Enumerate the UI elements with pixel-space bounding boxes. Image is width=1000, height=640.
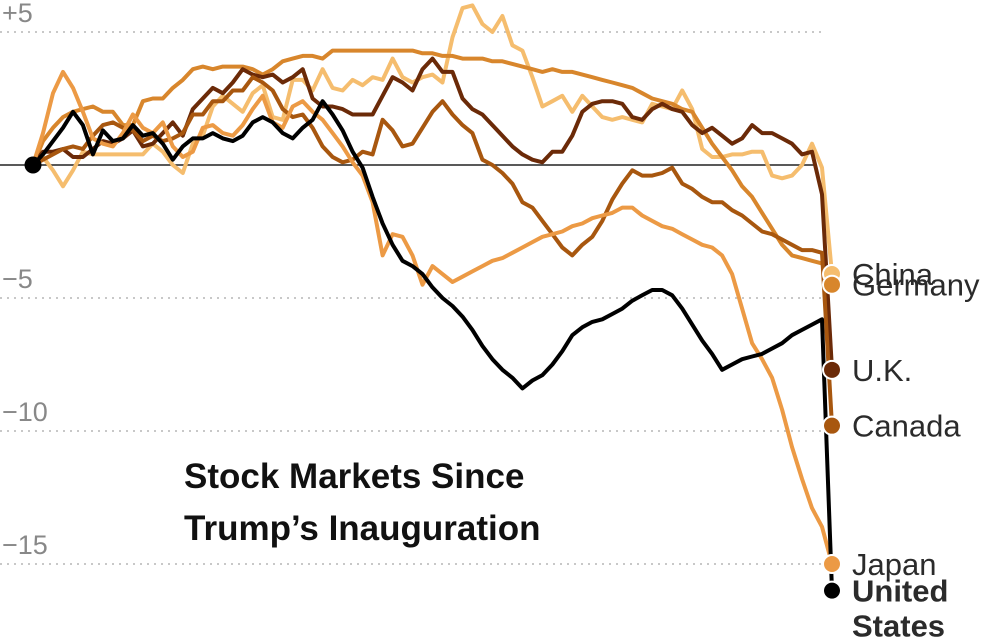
end-dot-united-states — [822, 580, 842, 601]
y-tick-label: +5 — [2, 0, 33, 28]
series-label-germany: Germany — [852, 268, 980, 303]
end-dot-germany — [822, 274, 842, 295]
series-line-united-states — [31, 99, 834, 593]
end-dot-canada — [822, 415, 842, 436]
chart-title-line: Stock Markets Since — [184, 457, 524, 496]
chart-title-line: Trump’s Inauguration — [184, 509, 541, 548]
series-label-united-states: States — [852, 609, 945, 640]
y-tick-label: −15 — [2, 530, 48, 560]
series-end-dots — [24, 156, 842, 601]
series-label-united-states: United — [852, 574, 948, 609]
series-label-canada: Canada — [852, 409, 961, 444]
gridlines — [0, 31, 822, 565]
series-line-germany — [31, 48, 834, 287]
series-line-japan — [31, 69, 834, 566]
series-label-japan: Japan — [852, 547, 936, 582]
series-label-u-k: U.K. — [852, 353, 912, 388]
series-line-china — [31, 3, 834, 277]
series-label-china: China — [852, 257, 934, 292]
end-dot-u-k — [822, 359, 842, 380]
y-axis-tick-labels: +5 −5 −10 −15 — [2, 0, 48, 560]
chart-title: Stock Markets Since Trump’s Inauguration — [184, 457, 541, 548]
series-line-canada — [31, 75, 834, 428]
series-lines — [31, 3, 834, 593]
y-tick-label: −10 — [2, 397, 48, 427]
series-line-u-k — [31, 56, 834, 372]
start-point-dot — [24, 156, 42, 174]
end-dot-japan — [822, 554, 842, 574]
y-tick-label: −5 — [2, 264, 33, 294]
